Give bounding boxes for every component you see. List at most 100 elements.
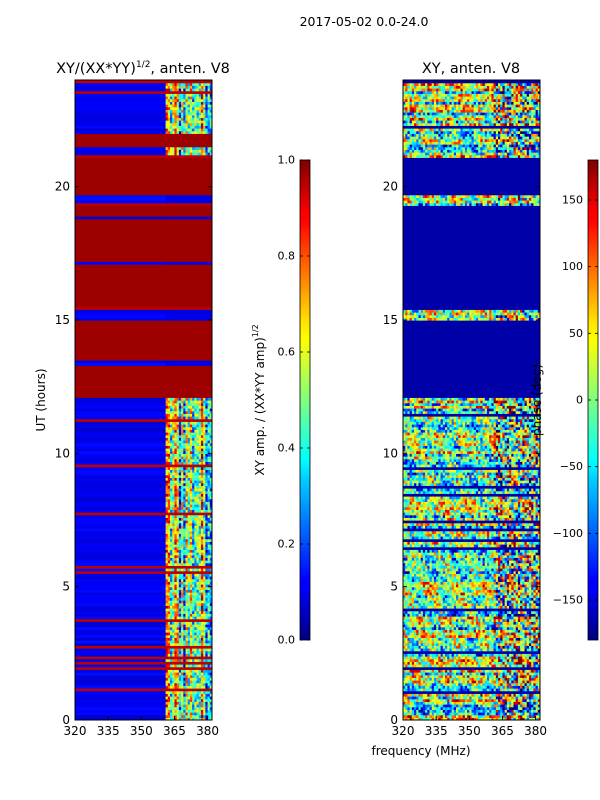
phase-cell (420, 680, 424, 684)
amp-cell (198, 442, 202, 446)
phase-cell (535, 656, 539, 660)
phase-cell (475, 709, 479, 713)
amp-cell (178, 106, 182, 110)
amp-cell (181, 442, 184, 446)
amp-cell (196, 597, 200, 601)
amp-cell (165, 584, 169, 588)
phase-cell (458, 677, 462, 681)
amp-cell (207, 493, 211, 497)
phase-cell (411, 714, 415, 718)
amp-cell (183, 626, 187, 630)
amp-cell (185, 624, 189, 628)
amp-cell (185, 82, 189, 86)
amp-cell (75, 312, 167, 316)
phase-cell (506, 656, 510, 660)
amp-cell (185, 485, 189, 489)
phase-cell (475, 714, 479, 718)
phase-cell (460, 704, 464, 708)
phase-cell (431, 642, 435, 646)
phase-cell (444, 640, 448, 644)
amp-cell (189, 485, 193, 489)
amp-cell (209, 408, 212, 412)
amp-cell (205, 474, 209, 478)
phase-cell (520, 712, 523, 716)
phase-cell (409, 672, 413, 676)
phase-cell (500, 653, 504, 657)
phase-cell (416, 709, 420, 713)
phase-cell (422, 714, 426, 718)
amp-cell (187, 482, 191, 486)
amp-cell (194, 562, 198, 566)
phase-cell (500, 669, 504, 673)
amp-cell (172, 445, 176, 449)
amp-cell (196, 429, 200, 433)
amp-cell (174, 402, 178, 406)
phase-cell (436, 642, 439, 646)
amp-cell (192, 520, 195, 524)
amp-cell (200, 458, 204, 462)
amp-cell (167, 648, 171, 652)
amp-cell (75, 96, 167, 100)
amp-cell (209, 456, 212, 460)
amp-cell (165, 693, 169, 697)
phase-cell (509, 712, 512, 716)
amp-cell (209, 482, 212, 486)
phase-cell (520, 677, 523, 681)
amp-cell (170, 472, 173, 476)
amp-cell (196, 453, 200, 457)
phase-cell (524, 640, 528, 644)
amp-cell (174, 109, 178, 113)
amp-cell (205, 698, 209, 702)
phase-cell (482, 693, 486, 697)
phase-cell (403, 712, 406, 716)
amp-cell (167, 557, 171, 561)
amp-cell (172, 474, 176, 478)
phase-cell (515, 698, 519, 702)
amp-cell (209, 520, 212, 524)
phase-cell (407, 693, 411, 697)
amp-cell (176, 485, 180, 489)
amp-cell (207, 314, 211, 318)
amp-cell (75, 93, 167, 97)
amp-cell (192, 712, 195, 716)
phase-cell (528, 714, 532, 718)
amp-cell (200, 581, 204, 585)
amp-cell (200, 216, 204, 220)
amp-cell (178, 362, 182, 366)
amp-cell (192, 432, 195, 436)
amp-cell (192, 557, 195, 561)
amp-cell (203, 544, 206, 548)
phase-cell (456, 698, 459, 702)
amp-cell (183, 410, 187, 414)
amp-cell (194, 442, 198, 446)
amp-cell (170, 584, 173, 588)
phase-cell (433, 642, 437, 646)
amp-cell (174, 650, 178, 654)
phase-cell (515, 642, 519, 646)
amp-cell (170, 557, 173, 561)
amp-cell (200, 477, 204, 481)
amp-cell (174, 128, 178, 132)
phase-cell (515, 648, 519, 652)
amp-cell (205, 120, 209, 124)
amp-cell (181, 685, 184, 689)
phase-cell (524, 698, 528, 702)
phase-cell (486, 658, 490, 662)
amp-cell (167, 690, 171, 694)
amp-cell (170, 93, 173, 97)
phase-cell (520, 698, 523, 702)
amp-cell (187, 685, 191, 689)
phase-cell (478, 704, 481, 708)
amp-cell (192, 685, 195, 689)
amp-cell (165, 122, 169, 126)
amp-cell (185, 461, 189, 465)
amp-cell (200, 501, 204, 505)
amp-cell (194, 506, 198, 510)
phase-cell (502, 674, 506, 678)
amp-cell (181, 650, 184, 654)
amp-cell (192, 544, 195, 548)
amp-cell (178, 216, 182, 220)
phase-cell (440, 669, 444, 673)
amp-cell (183, 461, 187, 465)
amp-cell (167, 680, 171, 684)
